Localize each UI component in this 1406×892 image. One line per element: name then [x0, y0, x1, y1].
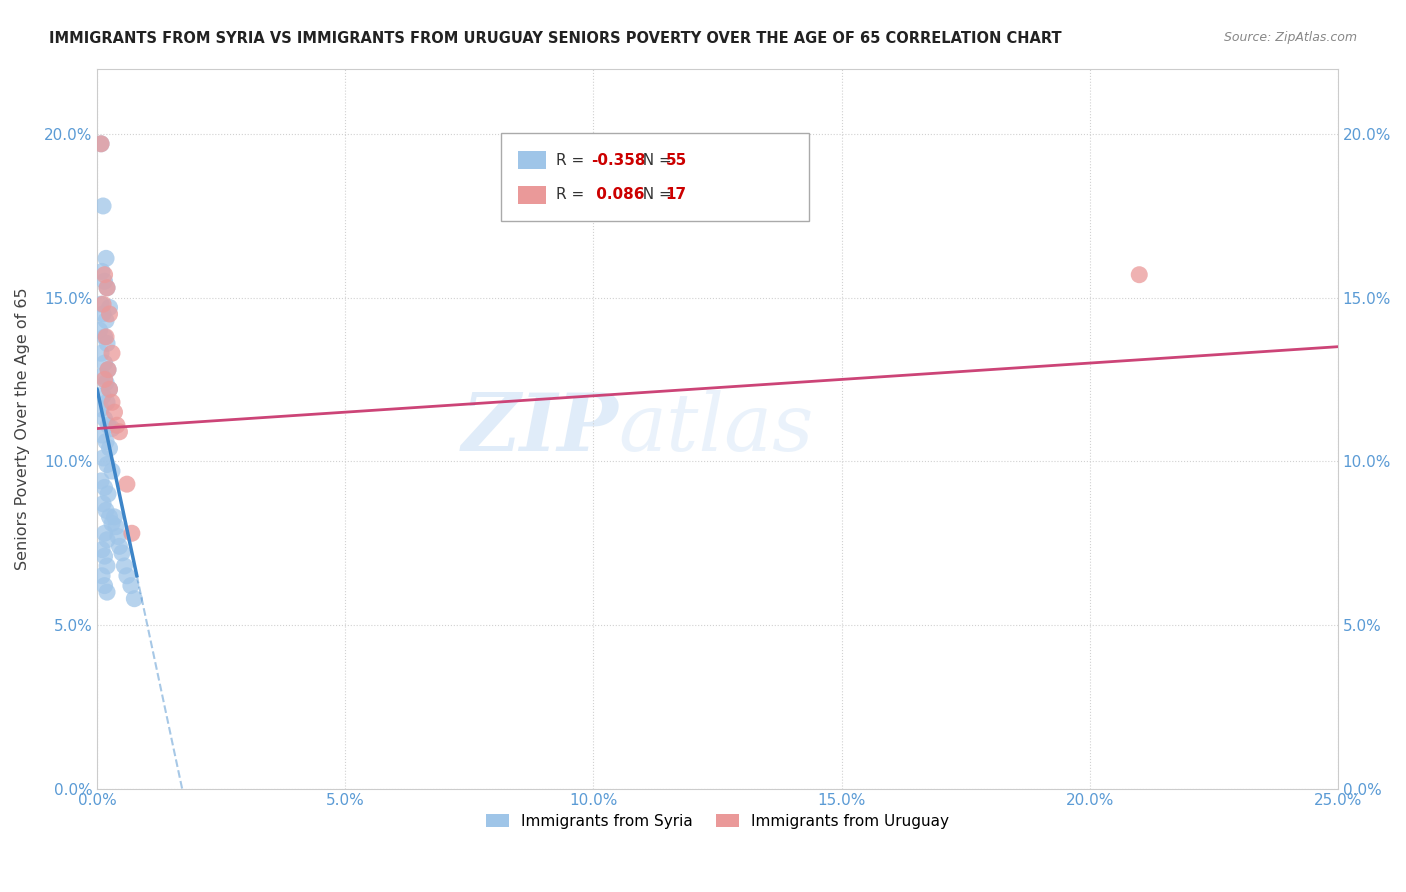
Point	[97, 487, 120, 501]
Point	[98, 382, 121, 396]
Point	[93, 372, 115, 386]
Point	[1128, 268, 1150, 282]
Point	[101, 395, 124, 409]
Point	[96, 458, 118, 472]
Point	[91, 389, 114, 403]
Point	[91, 199, 114, 213]
Point	[94, 252, 117, 266]
Point	[89, 323, 111, 337]
Point	[91, 297, 114, 311]
Point	[115, 569, 138, 583]
Point	[98, 441, 121, 455]
Text: R =: R =	[555, 153, 589, 168]
Point	[94, 376, 117, 390]
Point	[96, 559, 118, 574]
Point	[91, 569, 114, 583]
Legend: Immigrants from Syria, Immigrants from Uruguay: Immigrants from Syria, Immigrants from U…	[479, 807, 955, 835]
Point	[96, 281, 118, 295]
Point	[98, 382, 121, 396]
Text: R =: R =	[555, 187, 589, 202]
Point	[124, 591, 146, 606]
Text: Source: ZipAtlas.com: Source: ZipAtlas.com	[1223, 31, 1357, 45]
Point	[121, 526, 143, 541]
Point	[90, 136, 112, 151]
Point	[90, 346, 112, 360]
Text: N =: N =	[633, 187, 676, 202]
Point	[96, 281, 118, 295]
Point	[97, 362, 120, 376]
Point	[94, 313, 117, 327]
Point	[90, 297, 112, 311]
Point	[93, 268, 115, 282]
Point	[93, 526, 115, 541]
Point	[120, 579, 142, 593]
Point	[107, 529, 129, 543]
Point	[90, 136, 112, 151]
Point	[91, 542, 114, 557]
Point	[108, 539, 131, 553]
Point	[93, 579, 115, 593]
Point	[96, 585, 118, 599]
Point	[91, 428, 114, 442]
Text: IMMIGRANTS FROM SYRIA VS IMMIGRANTS FROM URUGUAY SENIORS POVERTY OVER THE AGE OF: IMMIGRANTS FROM SYRIA VS IMMIGRANTS FROM…	[49, 31, 1062, 46]
Point	[96, 533, 118, 547]
Point	[91, 497, 114, 511]
Point	[112, 559, 135, 574]
Point	[94, 330, 117, 344]
Point	[97, 362, 120, 376]
Point	[115, 477, 138, 491]
Text: 17: 17	[665, 187, 686, 202]
Point	[93, 549, 115, 563]
Point	[91, 307, 114, 321]
Point	[108, 425, 131, 439]
Point	[93, 480, 115, 494]
Point	[103, 405, 125, 419]
Text: 0.086: 0.086	[591, 187, 644, 202]
Point	[101, 421, 124, 435]
Point	[91, 369, 114, 384]
Text: ZIP: ZIP	[461, 390, 619, 467]
Point	[98, 307, 121, 321]
Text: N =: N =	[633, 153, 676, 168]
Text: 55: 55	[665, 153, 686, 168]
Point	[93, 330, 115, 344]
Point	[91, 450, 114, 465]
Point	[96, 395, 118, 409]
Point	[93, 274, 115, 288]
Point	[101, 516, 124, 531]
Point	[94, 503, 117, 517]
Point	[101, 464, 124, 478]
Point	[94, 434, 117, 449]
Point	[91, 264, 114, 278]
Text: -0.358: -0.358	[591, 153, 645, 168]
Point	[90, 474, 112, 488]
Point	[98, 509, 121, 524]
Point	[93, 411, 115, 425]
Point	[97, 418, 120, 433]
Point	[111, 546, 134, 560]
Point	[93, 356, 115, 370]
Point	[96, 336, 118, 351]
Text: atlas: atlas	[619, 390, 814, 467]
Point	[105, 418, 128, 433]
Point	[103, 509, 125, 524]
Point	[98, 301, 121, 315]
Y-axis label: Seniors Poverty Over the Age of 65: Seniors Poverty Over the Age of 65	[15, 287, 30, 570]
Point	[104, 519, 127, 533]
Point	[90, 401, 112, 416]
Point	[101, 346, 124, 360]
